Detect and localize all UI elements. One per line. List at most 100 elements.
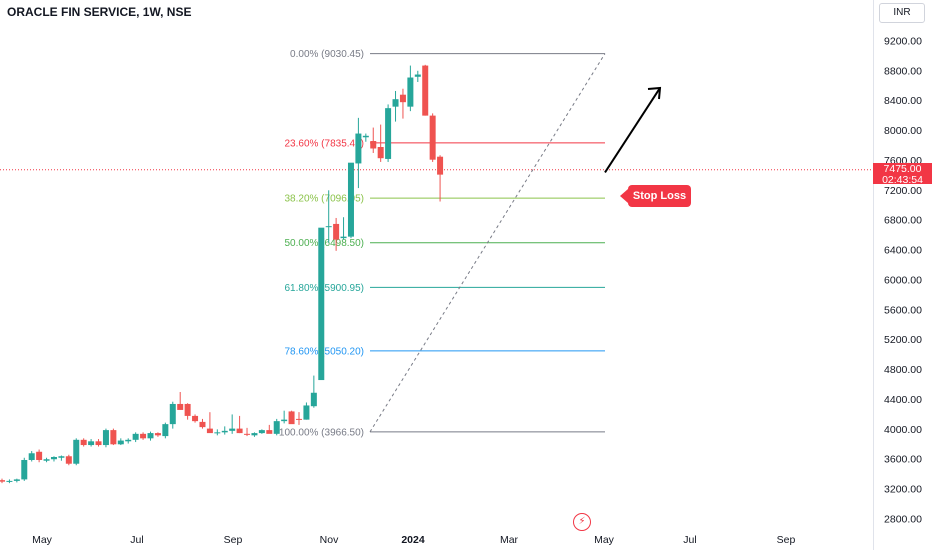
candle-body: [325, 226, 332, 228]
candle-body: [281, 419, 288, 422]
candle-body: [214, 432, 221, 434]
y-tick-label: 8400.00: [884, 95, 922, 107]
candle-body: [147, 433, 154, 439]
symbol-title: ORACLE FIN SERVICE, 1W, NSE: [7, 5, 192, 19]
candle-body: [266, 430, 273, 434]
candle-body: [6, 480, 13, 482]
candle-body: [385, 108, 392, 159]
candle-body: [273, 421, 280, 434]
candle-body: [65, 456, 72, 464]
bar-countdown: 02:43:54: [882, 173, 923, 186]
candle-body: [28, 453, 35, 460]
x-tick-label: May: [594, 534, 615, 546]
stop-loss-label[interactable]: Stop Loss: [620, 185, 691, 207]
y-tick-label: 7200.00: [884, 185, 922, 197]
candle-body: [288, 411, 295, 425]
y-tick-label: 6800.00: [884, 215, 922, 227]
y-tick-label: 8800.00: [884, 65, 922, 77]
candle-body: [355, 133, 362, 164]
candle-body: [50, 456, 57, 460]
y-tick-label: 6000.00: [884, 274, 922, 286]
x-tick-label: Jul: [130, 534, 143, 546]
candle-body: [95, 441, 102, 446]
last-price-tag: 7475.00 02:43:54: [873, 163, 932, 186]
bolt-icon[interactable]: ⚡: [573, 513, 591, 531]
y-tick-label: 8000.00: [884, 125, 922, 137]
y-tick-label: 6400.00: [884, 245, 922, 257]
candle-body: [437, 156, 444, 175]
candle-body: [333, 223, 340, 240]
candle-body: [244, 433, 251, 435]
candle-body: [429, 115, 436, 160]
candle-body: [251, 433, 258, 436]
y-tick-label: 3600.00: [884, 454, 922, 466]
candle-body: [362, 135, 369, 138]
candle-body: [370, 141, 377, 149]
candle-body: [347, 162, 354, 237]
candle-body: [414, 74, 421, 77]
x-tick-label: Sep: [224, 534, 243, 546]
candle-body: [340, 236, 347, 239]
candle-body: [125, 439, 132, 442]
candle-body: [36, 451, 43, 460]
candle-body: [422, 65, 429, 116]
y-tick-label: 5600.00: [884, 304, 922, 316]
x-tick-label: 2024: [401, 534, 425, 546]
candle-body: [221, 430, 228, 433]
candle-body: [258, 430, 265, 434]
candle-body: [110, 430, 117, 445]
last-price-value: 7475.00: [883, 163, 922, 175]
projection-arrow-line: [604, 87, 661, 173]
candle-body: [88, 441, 95, 446]
candle-body: [399, 94, 406, 103]
y-tick-label: 4400.00: [884, 394, 922, 406]
candle-body: [162, 424, 169, 437]
fib-level-label: 100.00% (3966.50): [279, 427, 364, 438]
fib-level-label: 0.00% (9030.45): [290, 49, 364, 60]
x-tick-label: May: [32, 534, 53, 546]
candle-body: [407, 77, 414, 107]
candle-body: [192, 415, 199, 422]
candle-body: [377, 146, 384, 159]
candle-body: [318, 227, 325, 381]
candle-body: [13, 479, 20, 481]
candle-body: [229, 428, 236, 431]
candle-body: [117, 440, 124, 445]
candle-body: [132, 433, 139, 440]
y-tick-label: 4000.00: [884, 424, 922, 436]
candle-body: [80, 439, 87, 446]
x-tick-label: Mar: [500, 534, 519, 546]
candle-body: [102, 430, 109, 446]
fib-level-label: 23.60% (7835.40): [284, 138, 364, 149]
x-tick-label: Sep: [777, 534, 796, 546]
fib-level-label: 38.20% (7096.05): [284, 194, 364, 205]
candle-body: [303, 405, 310, 420]
candle-body: [206, 428, 213, 434]
candle-body: [184, 403, 191, 416]
candle-body: [0, 480, 5, 482]
y-tick-label: 3200.00: [884, 484, 922, 496]
y-tick-label: 9200.00: [884, 35, 922, 47]
y-tick-label: 2800.00: [884, 514, 922, 526]
projection-arrow-head: [647, 86, 662, 100]
candle-body: [154, 433, 161, 436]
y-tick-label: 5200.00: [884, 334, 922, 346]
candle-body: [236, 428, 243, 434]
fib-trend-line: [369, 53, 606, 433]
candle-body: [177, 403, 184, 410]
candle-body: [169, 403, 176, 425]
candle-body: [21, 459, 28, 480]
x-tick-label: Jul: [683, 534, 696, 546]
candle-body: [43, 459, 50, 461]
candle-body: [73, 439, 80, 464]
y-tick-label: 4800.00: [884, 364, 922, 376]
candle-body: [58, 456, 65, 458]
candle-body: [199, 421, 206, 428]
x-tick-label: Nov: [320, 534, 339, 546]
currency-button[interactable]: INR: [879, 3, 925, 23]
candle-body: [140, 433, 147, 439]
candle-body: [392, 99, 399, 107]
candle-body: [310, 392, 317, 407]
candle-body: [296, 418, 302, 420]
